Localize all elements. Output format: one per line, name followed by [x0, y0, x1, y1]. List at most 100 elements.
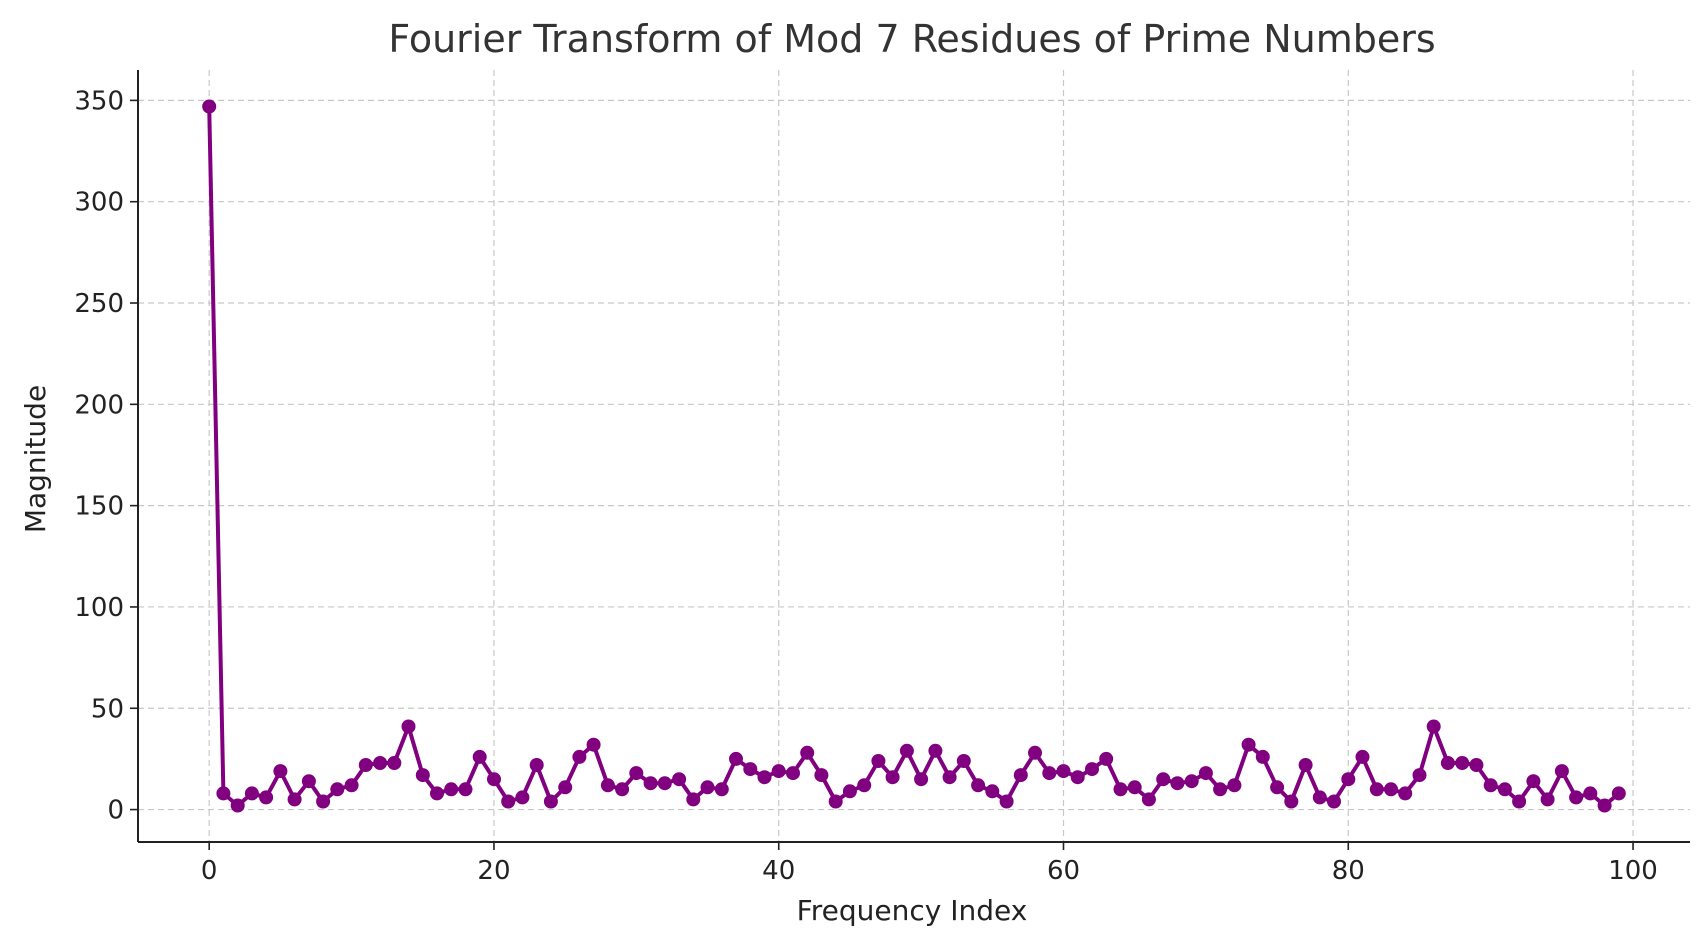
- data-point: [1327, 794, 1341, 809]
- x-axis-label: Frequency Index: [797, 894, 1028, 927]
- data-point: [771, 764, 786, 779]
- data-point: [1042, 766, 1057, 781]
- data-point: [543, 794, 558, 809]
- data-point: [273, 764, 288, 779]
- y-tick-label: 250: [74, 289, 124, 319]
- data-point: [999, 794, 1014, 809]
- data-point: [387, 756, 402, 770]
- data-point: [1597, 798, 1612, 813]
- x-tick-label: 80: [1332, 856, 1365, 886]
- data-point: [444, 782, 459, 797]
- data-point: [814, 768, 829, 783]
- data-point: [1384, 782, 1398, 797]
- y-tick-label: 100: [74, 593, 124, 623]
- data-point: [358, 758, 373, 772]
- data-point: [643, 776, 658, 791]
- y-tick-label: 300: [74, 188, 124, 218]
- y-tick-label: 150: [74, 492, 124, 522]
- data-point: [1255, 749, 1270, 764]
- data-point: [928, 743, 943, 758]
- data-point: [244, 786, 259, 801]
- x-axis-ticks: 0 20 40 60 80 100: [201, 842, 1658, 886]
- data-point: [1099, 751, 1114, 766]
- data-point: [842, 784, 857, 799]
- data-point: [415, 768, 430, 783]
- data-point: [401, 719, 416, 734]
- data-point: [287, 792, 302, 807]
- data-point: [1241, 737, 1256, 752]
- data-point: [1440, 756, 1455, 770]
- data-point: [1028, 745, 1042, 760]
- data-point: [700, 780, 715, 795]
- data-point: [1611, 786, 1626, 801]
- data-point: [1298, 758, 1313, 772]
- data-point: [230, 798, 245, 813]
- data-point: [1213, 782, 1228, 797]
- data-point: [1113, 782, 1128, 797]
- chart-title: Fourier Transform of Mod 7 Residues of P…: [388, 17, 1435, 61]
- data-point: [985, 784, 1000, 799]
- data-point: [1070, 770, 1085, 785]
- data-point: [600, 778, 615, 793]
- data-point: [501, 794, 516, 809]
- y-tick-label: 0: [107, 796, 124, 826]
- data-point: [1426, 719, 1441, 734]
- data-point: [529, 758, 544, 772]
- data-point: [1141, 792, 1156, 807]
- data-point: [572, 749, 587, 764]
- data-point: [301, 774, 316, 789]
- data-point: [430, 786, 444, 801]
- data-point: [800, 745, 815, 760]
- data-point: [914, 772, 929, 787]
- x-tick-label: 100: [1608, 856, 1658, 886]
- data-point: [202, 99, 217, 114]
- data-point: [259, 790, 274, 805]
- data-point: [1170, 776, 1185, 791]
- y-tick-label: 50: [91, 694, 124, 724]
- data-point: [1469, 758, 1484, 772]
- data-point: [871, 754, 886, 768]
- data-point: [1497, 782, 1512, 797]
- y-axis-label: Magnitude: [19, 385, 52, 533]
- data-points: [202, 99, 1626, 813]
- data-point: [1056, 764, 1071, 779]
- data-point: [657, 776, 672, 791]
- data-point: [472, 749, 487, 764]
- data-point: [1085, 762, 1099, 777]
- data-point: [1398, 786, 1413, 801]
- series-line: [207, 106, 1621, 808]
- data-point: [942, 770, 957, 785]
- data-point: [1127, 780, 1142, 795]
- data-point: [515, 790, 530, 805]
- x-tick-label: 20: [477, 856, 510, 886]
- data-point: [714, 782, 729, 797]
- data-point: [1569, 790, 1584, 805]
- data-point: [1455, 756, 1470, 770]
- data-point: [1512, 794, 1527, 809]
- data-point: [216, 786, 231, 801]
- data-point: [686, 792, 701, 807]
- data-point: [786, 766, 800, 781]
- data-point: [1227, 778, 1242, 793]
- data-point: [330, 782, 345, 797]
- data-point: [629, 766, 644, 781]
- y-axis-ticks: 0 50 100 150 200 250 300 350: [74, 86, 138, 826]
- data-point: [586, 737, 601, 752]
- data-point: [1369, 782, 1384, 797]
- data-point: [1412, 768, 1427, 783]
- x-tick-label: 0: [201, 856, 218, 886]
- data-point: [344, 778, 359, 793]
- data-point: [1284, 794, 1299, 809]
- data-point: [615, 782, 630, 797]
- data-point: [1355, 749, 1370, 764]
- data-point: [1198, 766, 1213, 781]
- data-point: [757, 770, 772, 785]
- data-point: [316, 794, 331, 809]
- data-point: [1483, 778, 1498, 793]
- y-gridlines: [138, 99, 1690, 811]
- data-point: [487, 772, 501, 787]
- data-point: [458, 782, 473, 797]
- data-point: [899, 743, 914, 758]
- data-point: [1554, 764, 1569, 779]
